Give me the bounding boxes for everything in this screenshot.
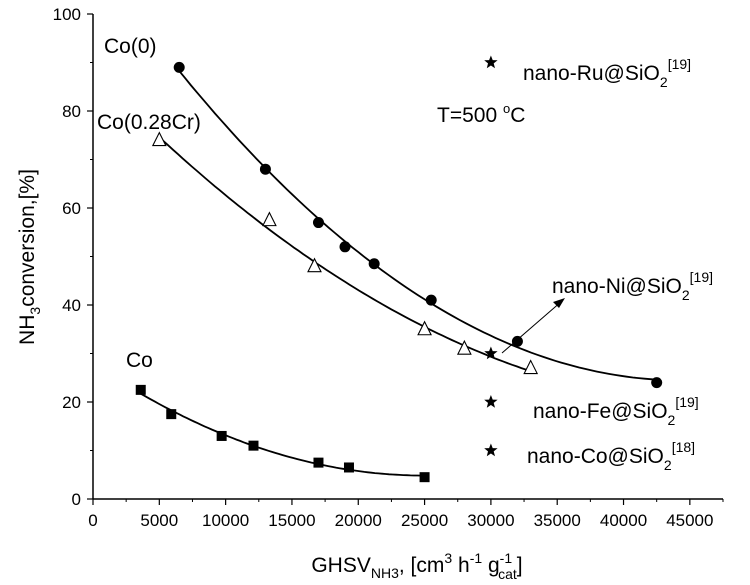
y-tick-label: 100 [53, 5, 81, 24]
point-circle [368, 258, 380, 270]
star-nano-ni-sio2 [484, 346, 498, 360]
y-tick-label: 60 [62, 199, 81, 218]
x-tick-label: 20000 [335, 511, 382, 530]
x-tick-label: 5000 [140, 511, 178, 530]
point-triangle [456, 339, 472, 355]
axes: 0 5000 10000 15000 20000 25000 30000 35000 40000… [53, 5, 724, 530]
trend-curves [140, 70, 657, 477]
point-circle [259, 163, 271, 175]
ref-label-co: nano-Co@SiO2[18] [527, 439, 695, 473]
star-nano-fe-sio2 [484, 395, 498, 408]
point-square [216, 430, 227, 441]
ni-pointer-arrow [501, 300, 563, 354]
x-tick-label: 30000 [467, 511, 514, 530]
ref-label-fe: nano-Fe@SiO2[19] [533, 394, 699, 428]
point-triangle [307, 257, 322, 273]
ref-label-ni: nano-Ni@SiO2[19] [552, 269, 713, 303]
trend-curve-triangle [158, 136, 531, 373]
trend-curve-square [140, 392, 425, 477]
series-label-co0: Co(0) [104, 35, 157, 58]
point-circle [339, 241, 351, 253]
data-markers [135, 61, 663, 483]
point-triangle [417, 320, 432, 336]
x-tick-label: 45000 [666, 511, 713, 530]
point-square [248, 440, 259, 451]
x-tick-label: 0 [88, 511, 97, 530]
point-circle [173, 61, 185, 73]
point-square [135, 384, 146, 395]
point-circle [425, 294, 437, 306]
star-nano-ru-sio2 [484, 55, 498, 69]
trend-curve-circle [178, 70, 657, 381]
y-axis-title: NH3conversion,[%] [16, 169, 43, 345]
y-tick-label: 40 [62, 296, 81, 315]
temperature-annotation: T=500 oC [437, 101, 525, 127]
reference-points [484, 55, 498, 457]
point-square [343, 462, 354, 473]
x-tick-label: 25000 [401, 511, 448, 530]
y-tick-label: 80 [62, 102, 81, 121]
point-square [166, 409, 177, 420]
point-square [419, 472, 430, 483]
series-label-co: Co [126, 349, 153, 372]
series-label-co028cr: Co(0.28Cr) [97, 111, 201, 134]
x-tick-label: 40000 [600, 511, 647, 530]
y-tick-label: 20 [62, 393, 81, 412]
x-tick-label: 35000 [534, 511, 581, 530]
point-triangle [262, 211, 277, 227]
y-tick-label: 0 [72, 490, 81, 509]
x-tick-label: 10000 [202, 511, 249, 530]
star-nano-co-sio2 [484, 443, 498, 457]
x-tick-label: 15000 [268, 511, 315, 530]
ref-label-ru: nano-Ru@SiO2[19] [523, 56, 691, 90]
point-triangle [523, 359, 539, 375]
point-triangle [151, 131, 167, 147]
point-circle [312, 217, 324, 229]
x-axis-title: GHSVNH3, [cm3 h-1 g-1 cat] [311, 550, 522, 582]
point-square [313, 457, 324, 468]
ni-arrow-head [553, 298, 565, 308]
point-circle [651, 377, 663, 389]
point-circle [511, 335, 523, 347]
